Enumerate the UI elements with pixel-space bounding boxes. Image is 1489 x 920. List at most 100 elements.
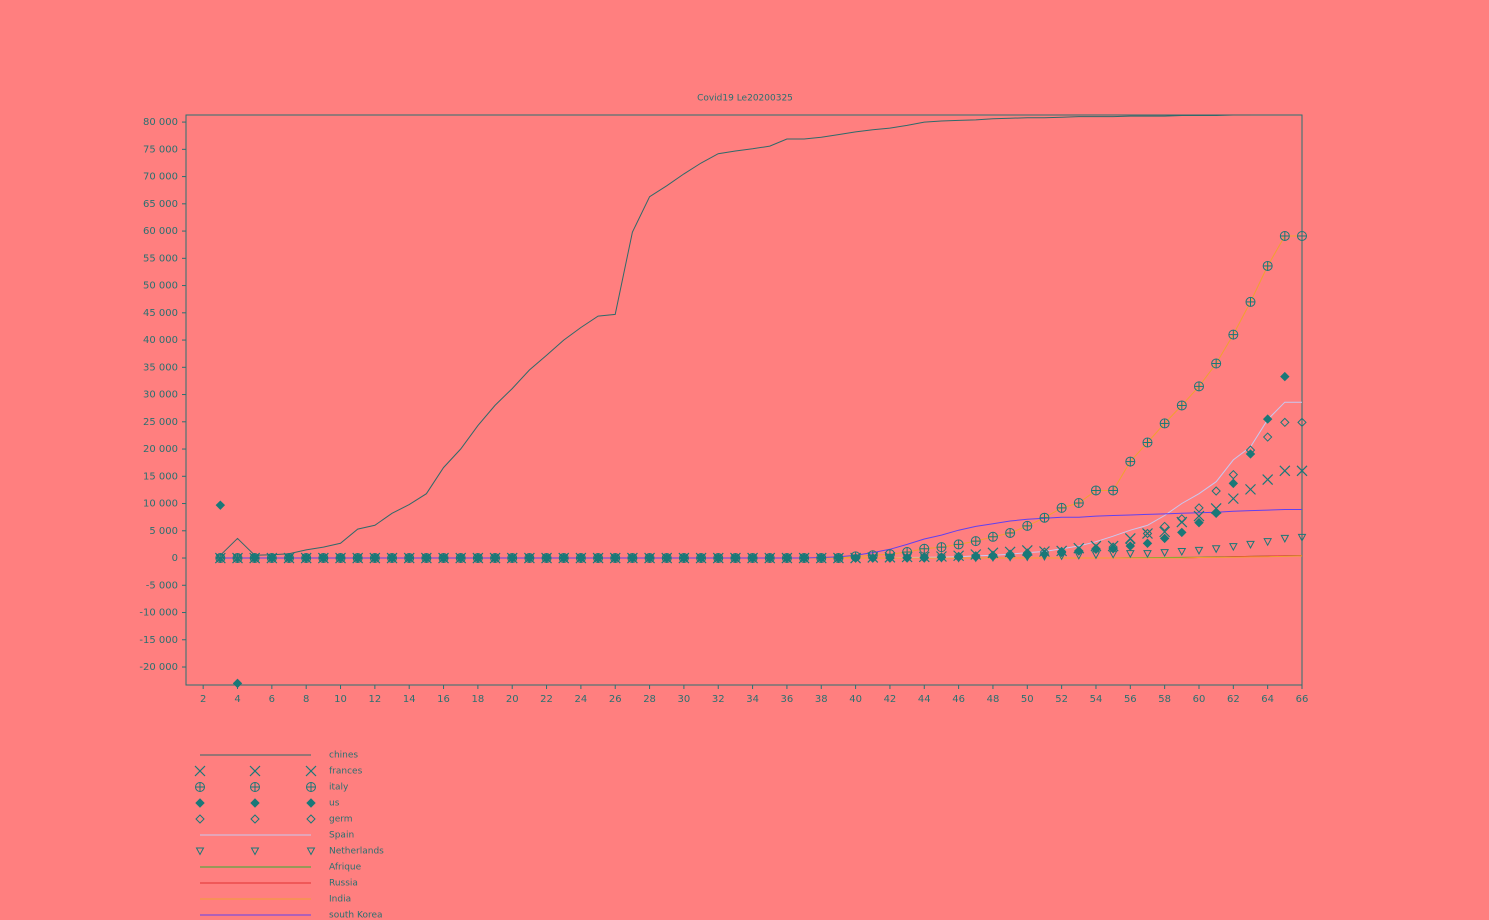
- data-point: [387, 554, 397, 563]
- marker-stroke: [713, 554, 723, 563]
- x-tick-label: 66: [1296, 694, 1309, 705]
- marker-stroke: [1039, 547, 1050, 557]
- marker-stroke: [267, 554, 277, 563]
- data-point: [970, 536, 981, 547]
- legend-symbol: [195, 798, 205, 808]
- data-point: [1245, 296, 1256, 307]
- marker-stroke: [1022, 548, 1032, 558]
- x-tick-label: 12: [368, 694, 381, 705]
- marker-stroke: [507, 554, 517, 563]
- x-tick-label: 34: [746, 694, 759, 705]
- marker-stroke: [1228, 543, 1238, 552]
- marker-stroke: [1262, 414, 1273, 424]
- data-point: [1091, 544, 1101, 555]
- x-tick-label: 14: [403, 694, 416, 705]
- data-point: [1297, 417, 1307, 428]
- series-line: [220, 235, 1302, 559]
- data-point: [1177, 527, 1187, 538]
- marker-stroke: [1005, 553, 1015, 562]
- marker-stroke: [319, 554, 328, 563]
- y-tick-label: 0: [172, 553, 178, 564]
- data-point: [1279, 465, 1291, 477]
- series-line: [219, 114, 1251, 556]
- data-point: [250, 554, 260, 563]
- marker-stroke: [1245, 483, 1256, 495]
- y-tick-label: 30 000: [143, 390, 178, 401]
- x-tick-label: 24: [575, 694, 588, 705]
- marker-stroke: [782, 554, 792, 563]
- data-point: [937, 554, 946, 563]
- legend-symbol: [306, 814, 316, 824]
- marker-stroke: [765, 554, 775, 563]
- marker-stroke: [336, 554, 345, 563]
- data-point: [216, 554, 225, 563]
- marker-stroke: [1074, 551, 1084, 560]
- data-point: [1246, 540, 1255, 549]
- marker-stroke: [1005, 549, 1015, 559]
- marker-stroke: [1177, 527, 1187, 538]
- legend-entry: India: [200, 895, 351, 905]
- y-tick-label: 60 000: [143, 226, 178, 237]
- marker-stroke: [370, 554, 380, 563]
- data-point: [1159, 418, 1170, 429]
- data-point: [988, 553, 998, 563]
- x-tick-label: 60: [1193, 694, 1206, 705]
- data-point: [782, 554, 792, 563]
- data-point: [919, 543, 930, 554]
- series-line: [220, 401, 1302, 559]
- data-point: [301, 554, 311, 563]
- data-point: [816, 554, 826, 563]
- data-point: [1125, 541, 1136, 551]
- data-point: [1022, 548, 1032, 558]
- legend-symbol: [306, 798, 316, 808]
- y-tick-label: 55 000: [143, 253, 178, 264]
- marker-stroke: [1091, 544, 1101, 555]
- legend-label: italy: [329, 783, 349, 793]
- legend-symbol: [306, 782, 316, 792]
- legend-entry: south Korea: [200, 911, 383, 920]
- marker-stroke: [456, 554, 466, 563]
- data-point: [748, 554, 757, 563]
- data-point: [1074, 551, 1084, 560]
- marker-stroke: [988, 550, 998, 561]
- data-point: [902, 554, 912, 563]
- data-point: [1142, 538, 1153, 549]
- data-point: [662, 554, 672, 563]
- data-point: [1005, 553, 1015, 562]
- legend-label: Russia: [329, 879, 358, 889]
- data-point: [1056, 546, 1067, 557]
- data-point: [1022, 520, 1033, 531]
- data-point: [473, 554, 483, 563]
- marker-stroke: [937, 554, 946, 563]
- marker-stroke: [1159, 533, 1170, 544]
- data-point: [1228, 543, 1238, 552]
- x-tick-label: 16: [437, 694, 450, 705]
- marker-stroke: [1263, 538, 1272, 547]
- legend-label: frances: [329, 767, 363, 777]
- data-point: [731, 554, 740, 563]
- data-point: [868, 554, 878, 563]
- data-point: [336, 554, 345, 563]
- marker-stroke: [679, 554, 689, 563]
- data-point: [936, 542, 947, 553]
- marker-stroke: [731, 554, 740, 563]
- x-tick-label: 30: [678, 694, 691, 705]
- x-tick-label: 52: [1055, 694, 1068, 705]
- data-point: [1159, 533, 1170, 544]
- y-tick-label: 40 000: [143, 335, 178, 346]
- data-point: [1124, 532, 1136, 544]
- legend-symbol: [250, 847, 260, 856]
- marker-stroke: [301, 554, 311, 563]
- plot-frame: [185, 114, 1303, 686]
- data-point: [834, 554, 843, 563]
- legend-label: India: [329, 895, 351, 905]
- data-point: [1262, 260, 1273, 271]
- marker-stroke: [645, 554, 654, 563]
- data-point: [1228, 478, 1239, 489]
- data-point: [215, 500, 226, 510]
- marker-stroke: [1124, 532, 1136, 544]
- marker-stroke: [1296, 465, 1308, 477]
- data-point: [232, 678, 243, 689]
- chart-title: Covid19 Le20200325: [697, 94, 793, 104]
- data-point: [696, 554, 706, 563]
